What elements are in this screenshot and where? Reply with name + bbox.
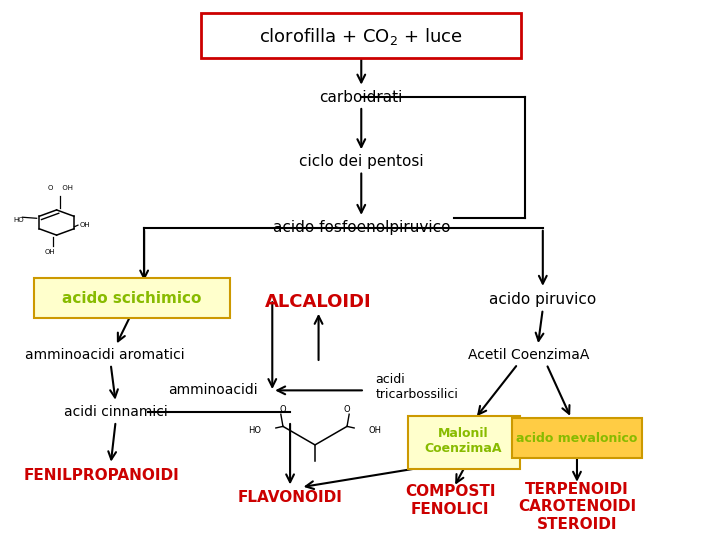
Text: amminoacidi aromatici: amminoacidi aromatici <box>25 348 185 362</box>
FancyBboxPatch shape <box>201 14 521 58</box>
Text: O: O <box>279 405 287 414</box>
Text: acido piruvico: acido piruvico <box>489 292 596 307</box>
Text: OH: OH <box>79 222 90 228</box>
Text: FENILPROPANOIDI: FENILPROPANOIDI <box>24 468 179 483</box>
FancyBboxPatch shape <box>34 278 230 318</box>
FancyBboxPatch shape <box>408 416 520 469</box>
Text: acido fosfoenolpiruvico: acido fosfoenolpiruvico <box>273 220 450 235</box>
Text: COMPOSTI
FENOLICI: COMPOSTI FENOLICI <box>405 484 495 517</box>
Text: O    OH: O OH <box>48 185 73 191</box>
Text: Malonil
CoenzimaA: Malonil CoenzimaA <box>424 427 502 455</box>
Text: amminoacidi: amminoacidi <box>168 383 258 397</box>
Text: carboidrati: carboidrati <box>320 90 403 105</box>
Text: ciclo dei pentosi: ciclo dei pentosi <box>299 154 423 169</box>
Text: OH: OH <box>369 426 382 435</box>
Text: O: O <box>343 405 351 414</box>
Text: ALCALOIDI: ALCALOIDI <box>265 293 372 311</box>
Text: FLAVONOIDI: FLAVONOIDI <box>238 490 343 505</box>
FancyBboxPatch shape <box>512 418 642 458</box>
Text: acidi
tricarbossilici: acidi tricarbossilici <box>376 373 459 401</box>
Text: acido scichimico: acido scichimico <box>63 291 202 306</box>
Text: acidi cinnamici: acidi cinnamici <box>64 404 168 418</box>
Text: TERPENOIDI
CAROTENOIDI
STEROIDI: TERPENOIDI CAROTENOIDI STEROIDI <box>518 482 636 532</box>
Text: HO: HO <box>248 426 261 435</box>
Text: HO: HO <box>14 217 24 223</box>
Text: acido mevalonico: acido mevalonico <box>516 432 638 445</box>
Text: Acetil CoenzimaA: Acetil CoenzimaA <box>468 348 589 362</box>
Text: clorofilla + CO$_2$ + luce: clorofilla + CO$_2$ + luce <box>259 25 463 46</box>
Text: OH: OH <box>44 248 55 255</box>
